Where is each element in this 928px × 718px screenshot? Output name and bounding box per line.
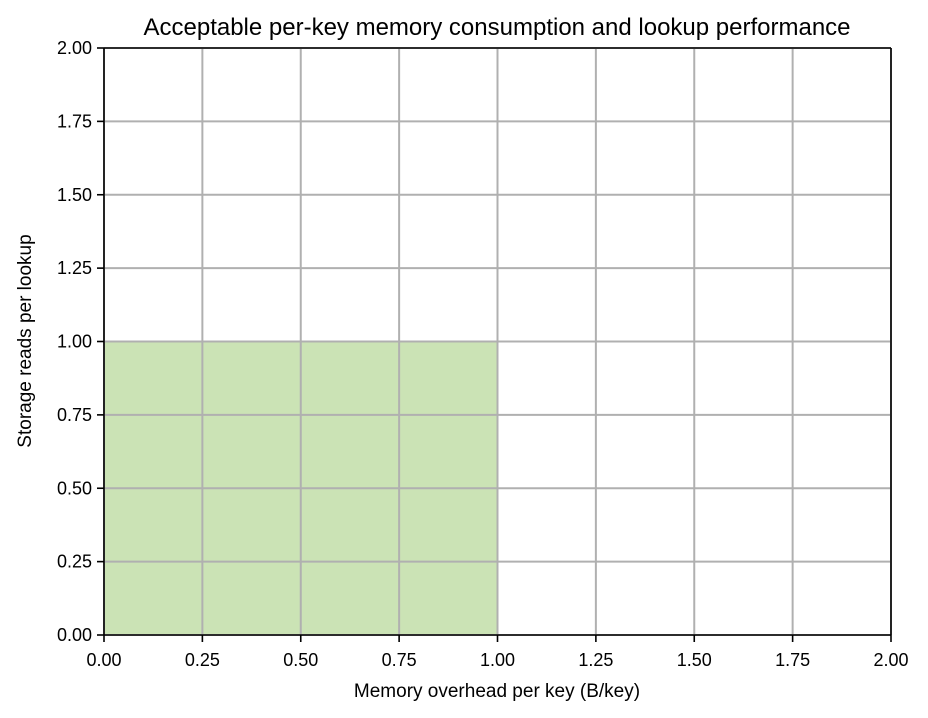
y-tick-label: 0.00 xyxy=(57,625,92,645)
y-tick-label: 1.75 xyxy=(57,111,92,131)
y-tick-label: 1.00 xyxy=(57,332,92,352)
x-tick-label: 0.50 xyxy=(283,650,318,670)
y-tick-label: 1.25 xyxy=(57,258,92,278)
y-tick-label: 0.50 xyxy=(57,478,92,498)
x-tick-label: 0.25 xyxy=(185,650,220,670)
chart-title: Acceptable per-key memory consumption an… xyxy=(143,14,850,41)
x-tick-label: 1.00 xyxy=(480,650,515,670)
y-axis-label: Storage reads per lookup xyxy=(15,234,36,447)
y-tick-label: 1.50 xyxy=(57,185,92,205)
x-tick-label: 1.75 xyxy=(775,650,810,670)
x-tick-label: 1.50 xyxy=(677,650,712,670)
y-tick-label: 0.75 xyxy=(57,405,92,425)
x-tick-label: 0.75 xyxy=(382,650,417,670)
x-tick-label: 0.00 xyxy=(86,650,121,670)
x-tick-label: 1.25 xyxy=(578,650,613,670)
x-tick-label: 2.00 xyxy=(873,650,908,670)
ticks-layer: 0.00 0.25 0.50 0.75 1.00 1.25 1.50 1.75 2.00 0.00… xyxy=(57,38,909,670)
y-tick-label: 2.00 xyxy=(57,38,92,58)
x-axis-label: Memory overhead per key (B/key) xyxy=(354,681,640,702)
y-tick-label: 0.25 xyxy=(57,552,92,572)
